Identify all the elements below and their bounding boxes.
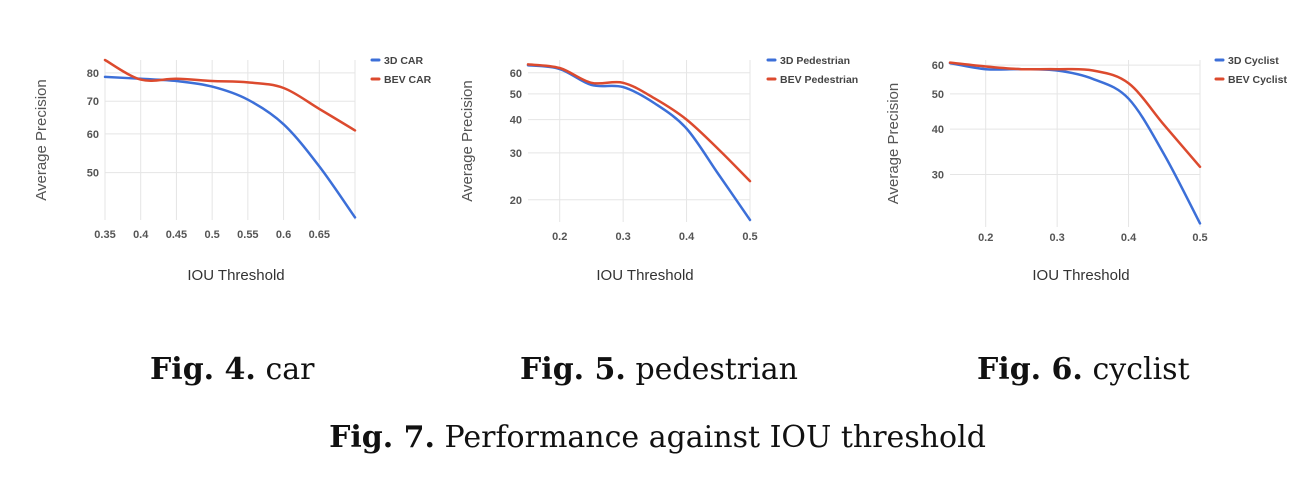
legend-item: 3D Pedestrian: [766, 55, 850, 67]
y-tick-label: 50: [510, 89, 522, 101]
x-axis-label: IOU Threshold: [187, 267, 284, 284]
legend-label: 3D CAR: [384, 55, 424, 67]
x-tick-label: 0.5: [742, 231, 757, 243]
legend-label: 3D Cyclist: [1228, 55, 1279, 67]
x-axis-label: IOU Threshold: [596, 267, 693, 284]
y-tick-label: 80: [87, 68, 99, 80]
legend-item: 3D Cyclist: [1214, 55, 1279, 67]
legend-item: BEV CAR: [370, 74, 432, 86]
caption-fig4-label: Fig. 4.: [150, 352, 256, 387]
y-tick-label: 50: [932, 89, 944, 101]
y-tick-label: 30: [510, 148, 522, 160]
x-tick-label: 0.4: [679, 231, 695, 243]
x-tick-label: 0.35: [94, 229, 115, 241]
gridlines: [950, 60, 1201, 227]
y-tick-label: 60: [87, 129, 99, 141]
y-axis-label: Average Precision: [885, 83, 902, 204]
y-tick-label: 20: [510, 195, 522, 207]
y-tick-label: 40: [510, 115, 522, 127]
x-tick-label: 0.6: [276, 229, 291, 241]
y-tick-label: 40: [932, 124, 944, 136]
x-tick-label: 0.45: [166, 229, 187, 241]
x-tick-label: 0.5: [1192, 232, 1207, 244]
x-tick-label: 0.65: [309, 229, 330, 241]
x-tick-label: 0.2: [552, 231, 567, 243]
x-tick-label: 0.3: [615, 231, 630, 243]
caption-fig6: Fig. 6. cyclist: [977, 352, 1190, 387]
x-axis-label: IOU Threshold: [1032, 267, 1129, 284]
legend-label: BEV Cyclist: [1228, 74, 1287, 86]
x-tick-label: 0.2: [978, 232, 993, 244]
legend-item: 3D CAR: [370, 55, 424, 67]
caption-fig4-text: car: [265, 352, 315, 387]
caption-fig4: Fig. 4. car: [150, 352, 314, 387]
y-tick-label: 30: [932, 169, 944, 181]
legend-label: 3D Pedestrian: [780, 55, 850, 67]
y-tick-label: 60: [932, 60, 944, 72]
pedestrian-chart: 0.2 0.3 0.4 0.5 60 50 40 30 20 3D Pedestrian BEV P…: [440, 0, 870, 300]
series-line-bev-pedestrian: [526, 63, 752, 183]
x-tick-label: 0.4: [1121, 232, 1137, 244]
main-caption: Fig. 7. Performance against IOU threshol…: [0, 420, 1315, 455]
caption-fig6-text: cyclist: [1092, 352, 1190, 387]
x-tick-label: 0.5: [204, 229, 219, 241]
x-tick-label: 0.3: [1049, 232, 1064, 244]
y-axis-label: Average Precision: [459, 80, 476, 201]
y-tick-label: 50: [87, 168, 99, 180]
series-line-bev-cyclist: [948, 61, 1202, 169]
series-line-bev-car: [103, 58, 357, 132]
series-line-3d-car: [103, 75, 357, 219]
chart-svg: 0.2 0.3 0.4 0.5 60 50 40 30 3D Cyclist BEV Cyclis…: [885, 55, 1287, 284]
y-tick-label: 70: [87, 96, 99, 108]
legend-item: BEV Pedestrian: [766, 74, 858, 86]
car-chart: 0.35 0.4 0.45 0.5 0.55 0.6 0.65 80 70 60 50 3D CAR B…: [0, 0, 440, 300]
y-axis-label: Average Precision: [33, 79, 50, 200]
x-tick-label: 0.4: [133, 229, 149, 241]
caption-fig5-text: pedestrian: [635, 352, 798, 387]
y-tick-label: 60: [510, 68, 522, 80]
x-tick-label: 0.55: [237, 229, 258, 241]
main-caption-text: Performance against IOU threshold: [444, 420, 986, 455]
gridlines: [528, 60, 751, 222]
chart-svg: 0.2 0.3 0.4 0.5 60 50 40 30 20 3D Pedestrian BEV P…: [459, 55, 858, 284]
series-line-3d-cyclist: [948, 61, 1202, 225]
caption-fig6-label: Fig. 6.: [977, 352, 1083, 387]
legend-label: BEV CAR: [384, 74, 432, 86]
caption-fig5-label: Fig. 5.: [520, 352, 626, 387]
caption-fig5: Fig. 5. pedestrian: [520, 352, 798, 387]
cyclist-chart: 0.2 0.3 0.4 0.5 60 50 40 30 3D Cyclist BEV Cyclis…: [870, 0, 1315, 300]
main-caption-label: Fig. 7.: [329, 420, 435, 455]
chart-svg: 0.35 0.4 0.45 0.5 0.55 0.6 0.65 80 70 60 50 3D CAR B…: [33, 55, 432, 284]
legend-item: BEV Cyclist: [1214, 74, 1287, 86]
gridlines: [104, 60, 356, 220]
legend-label: BEV Pedestrian: [780, 74, 858, 86]
